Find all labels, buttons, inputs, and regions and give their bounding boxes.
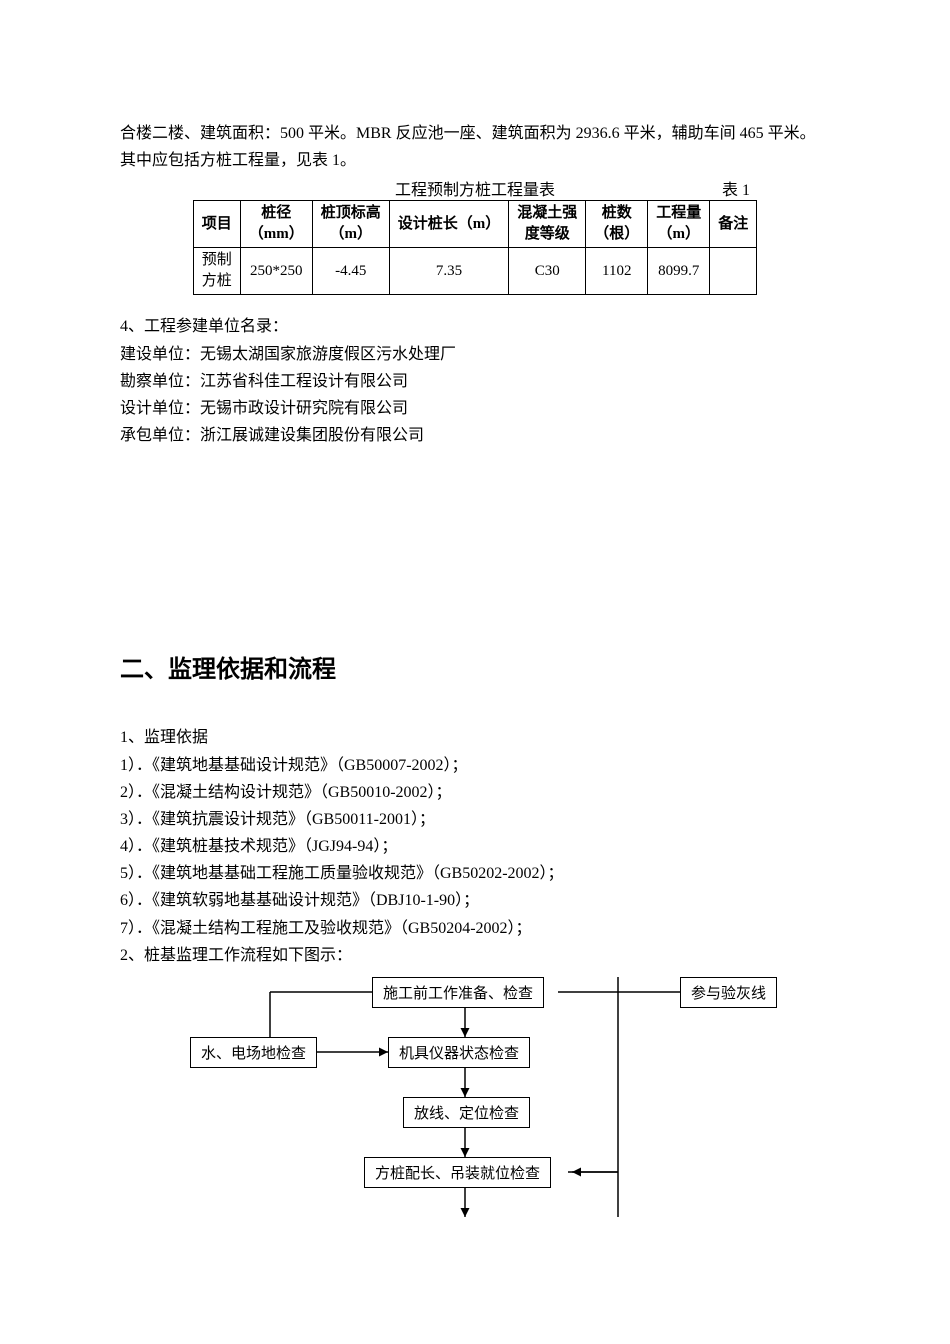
table-label: 表 1	[722, 176, 750, 200]
table-row: 预制 方桩 250*250 -4.45 7.35 C30 1102 8099.7	[193, 248, 757, 295]
basis-heading: 1、监理依据	[120, 724, 830, 751]
intro-text-1d: 平米。	[764, 125, 816, 142]
th-length: 设计桩长（m）	[389, 201, 509, 248]
td-top-elev: -4.45	[312, 248, 389, 295]
basis-item-6: 6）．《建筑软弱地基基础设计规范》（DBJ10-1-90）；	[120, 887, 830, 914]
basis-item-5: 5）．《建筑地基基础工程施工质量验收规范》（GB50202-2002）；	[120, 860, 830, 887]
th-concrete: 混凝土强 度等级	[509, 201, 586, 248]
table-header-row: 项目 桩径 （mm） 桩顶标高 （m） 设计桩长（m） 混凝土强 度等级 桩数 …	[193, 201, 757, 248]
units-line-2: 勘察单位：江苏省科佳工程设计有限公司	[120, 368, 830, 395]
flowchart: 施工前工作准备、检查 参与验灰线 水、电场地检查 机具仪器状态检查 放线、定位检…	[120, 977, 830, 1237]
units-heading: 4、工程参建单位名录：	[120, 313, 830, 340]
intro-line-2: 其中应包括方桩工程量，见表 1。	[120, 147, 830, 174]
basis-item-3: 3）．《建筑抗震设计规范》（GB50011-2001）；	[120, 806, 830, 833]
intro-area-3: 465	[740, 125, 764, 142]
flow-box-prep: 施工前工作准备、检查	[372, 977, 544, 1008]
td-project-b: 方桩	[202, 273, 232, 289]
td-concrete: C30	[509, 248, 586, 295]
td-project-a: 预制	[202, 252, 232, 268]
table-title-row: 工程预制方桩工程量表 表 1	[120, 176, 830, 200]
basis-item-2: 2）．《混凝土结构设计规范》（GB50010-2002）；	[120, 779, 830, 806]
th-diameter-a: 桩径	[261, 205, 291, 221]
flow-box-setout: 放线、定位检查	[403, 1097, 530, 1128]
units-line-1: 建设单位：无锡太湖国家旅游度假区污水处理厂	[120, 341, 830, 368]
th-count: 桩数 （根）	[586, 201, 648, 248]
th-count-a: 桩数	[602, 205, 632, 221]
th-concrete-b: 度等级	[525, 226, 570, 242]
units-line-4: 承包单位：浙江展诚建设集团股份有限公司	[120, 422, 830, 449]
td-remark	[710, 248, 757, 295]
th-project: 项目	[193, 201, 240, 248]
units-line-3: 设计单位：无锡市政设计研究院有限公司	[120, 395, 830, 422]
basis-item-7: 7）．《混凝土结构工程施工及验收规范》（GB50204-2002）；	[120, 915, 830, 942]
table-title: 工程预制方桩工程量表	[395, 182, 555, 199]
td-quantity: 8099.7	[648, 248, 710, 295]
th-quantity-a: 工程量	[656, 205, 701, 221]
th-quantity-b: （m）	[658, 226, 701, 242]
th-diameter-b: （mm）	[249, 226, 304, 242]
pile-quantity-table: 项目 桩径 （mm） 桩顶标高 （m） 设计桩长（m） 混凝土强 度等级 桩数 …	[193, 200, 758, 295]
basis-item-4: 4）．《建筑桩基技术规范》（JGJ94-94）；	[120, 833, 830, 860]
th-top-elev: 桩顶标高 （m）	[312, 201, 389, 248]
th-remark: 备注	[710, 201, 757, 248]
flow-box-equipment: 机具仪器状态检查	[388, 1037, 530, 1068]
th-diameter: 桩径 （mm）	[240, 201, 312, 248]
td-diameter: 250*250	[240, 248, 312, 295]
td-count: 1102	[586, 248, 648, 295]
flow-box-ash-line: 参与验灰线	[680, 977, 777, 1008]
td-project: 预制 方桩	[193, 248, 240, 295]
flow-box-pile-hoist: 方桩配长、吊装就位检查	[364, 1157, 551, 1188]
section-2-heading: 二、监理依据和流程	[120, 649, 830, 684]
flow-box-site-check: 水、电场地检查	[190, 1037, 317, 1068]
basis-item-1: 1）．《建筑地基基础设计规范》（GB50007-2002）；	[120, 752, 830, 779]
intro-text-1a: 合楼二楼、建筑面积：	[120, 125, 280, 142]
th-quantity: 工程量 （m）	[648, 201, 710, 248]
flow-heading: 2、桩基监理工作流程如下图示：	[120, 942, 830, 969]
th-top-elev-a: 桩顶标高	[321, 205, 381, 221]
intro-area-2: 2936.6	[576, 125, 620, 142]
th-top-elev-b: （m）	[329, 226, 372, 242]
th-concrete-a: 混凝土强	[517, 205, 577, 221]
intro-text-1b: 平米。MBR 反应池一座、建筑面积为	[304, 125, 576, 142]
th-count-b: （根）	[594, 226, 639, 242]
td-length: 7.35	[389, 248, 509, 295]
intro-line-1: 合楼二楼、建筑面积：500 平米。MBR 反应池一座、建筑面积为 2936.6 …	[120, 120, 830, 147]
intro-area-1: 500	[280, 125, 304, 142]
intro-text-1c: 平米，辅助车间	[620, 125, 740, 142]
